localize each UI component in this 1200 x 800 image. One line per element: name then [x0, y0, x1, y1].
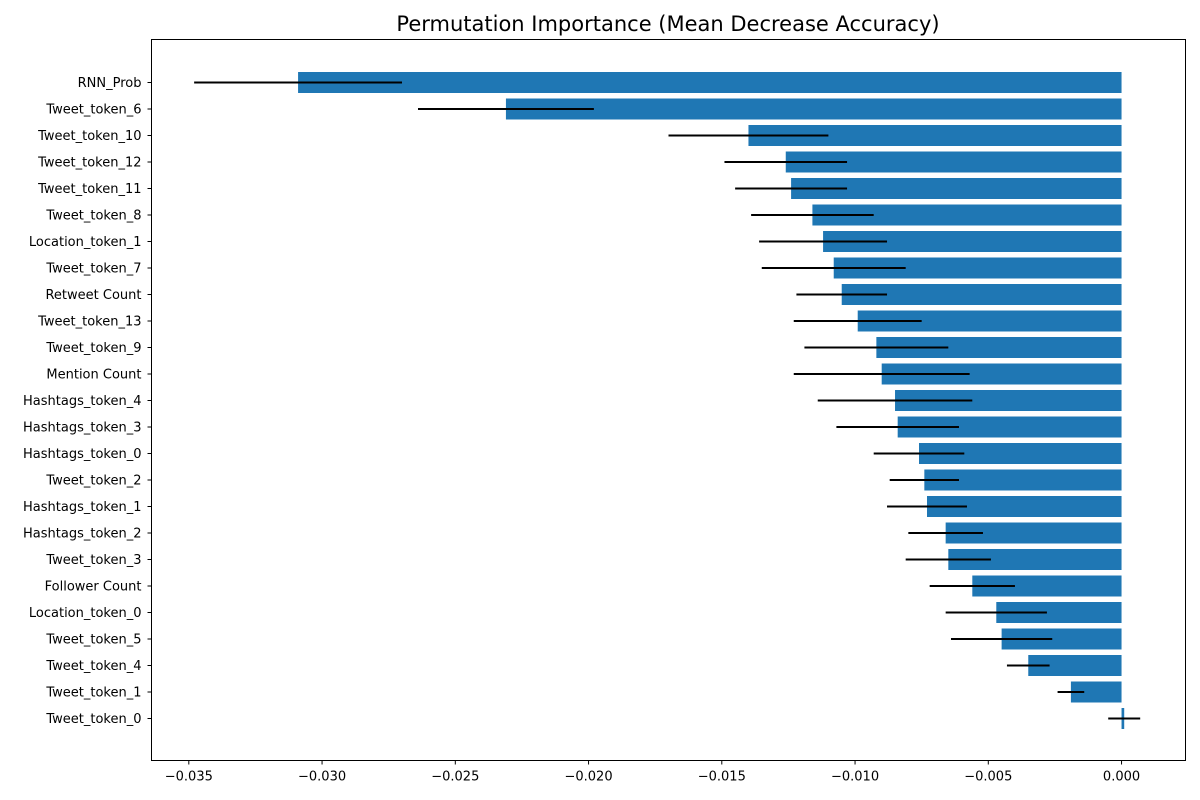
y-tick-label-hashtags-token-1: Hashtags_token_1 [23, 500, 141, 515]
bar-hashtags-token-0 [919, 443, 1122, 464]
bar-hashtags-token-2 [945, 522, 1122, 544]
bar-follower-count [972, 575, 1122, 597]
y-tick-label-tweet-token-6: Tweet_token_6 [45, 103, 141, 118]
plot-frame [151, 39, 1186, 761]
x-axis: −0.035 −0.030 −0.025 −0.020 −0.015 −0.010 −0.0… [165, 760, 1140, 785]
bar-location-token-0 [996, 602, 1122, 623]
y-tick-label-tweet-token-7: Tweet_token_7 [45, 262, 141, 277]
x-tick-label: −0.010 [831, 770, 879, 785]
y-tick-label-tweet-token-4: Tweet_token_4 [45, 659, 141, 674]
bar-hashtags-token-3 [897, 416, 1122, 438]
y-tick-label-retweet-count: Retweet Count [45, 288, 141, 303]
x-tick-label: 0.000 [1103, 770, 1140, 785]
y-tick-label-tweet-token-5: Tweet_token_5 [45, 633, 141, 648]
y-tick-label-hashtags-token-2: Hashtags_token_2 [23, 527, 141, 542]
x-tick-label: −0.020 [564, 770, 612, 785]
bar-tweet-token-6 [505, 98, 1122, 120]
x-tick-label: −0.005 [964, 770, 1012, 785]
bar-tweet-token-5 [1001, 628, 1122, 650]
y-tick-label-tweet-token-10: Tweet_token_10 [37, 129, 141, 144]
bar-tweet-token-13 [857, 310, 1122, 332]
y-tick-label-mention-count: Mention Count [46, 368, 141, 383]
bar-tweet-token-1 [1070, 681, 1122, 703]
y-tick-label-location-token-0: Location_token_0 [29, 606, 142, 621]
x-tick-label: −0.035 [165, 770, 213, 785]
bar-hashtags-token-1 [927, 496, 1122, 517]
x-tick-label: −0.015 [698, 770, 746, 785]
bar-tweet-token-7 [833, 257, 1122, 279]
y-tick-label-follower-count: Follower Count [45, 580, 142, 595]
bar-tweet-token-11 [791, 178, 1122, 199]
bar-location-token-1 [823, 231, 1122, 252]
bar-tweet-token-8 [812, 204, 1122, 226]
bar-hashtags-token-4 [895, 390, 1122, 411]
bar-mention-count [881, 363, 1122, 385]
error-bars-layer [194, 81, 1141, 720]
y-tick-label-tweet-token-3: Tweet_token_3 [45, 553, 141, 568]
bar-tweet-token-9 [876, 337, 1122, 358]
bar-retweet-count [841, 284, 1122, 305]
y-axis: RNN_Prob Tweet_token_6 Tweet_token_10 Tweet… [23, 76, 152, 727]
y-tick-label-tweet-token-1: Tweet_token_1 [45, 686, 141, 701]
y-tick-label-tweet-token-13: Tweet_token_13 [37, 315, 141, 330]
y-tick-label-tweet-token-12: Tweet_token_12 [37, 156, 141, 171]
x-tick-label: −0.030 [298, 770, 346, 785]
bar-tweet-token-4 [1028, 655, 1122, 676]
y-tick-label-rnn-prob: RNN_Prob [78, 76, 142, 91]
bars-layer [298, 72, 1125, 729]
y-tick-label-hashtags-token-0: Hashtags_token_0 [23, 447, 141, 462]
bar-tweet-token-3 [948, 549, 1122, 570]
bar-rnn-prob [298, 72, 1122, 93]
bar-tweet-token-2 [924, 469, 1122, 491]
chart-title: Permutation Importance (Mean Decrease Ac… [396, 12, 939, 36]
y-tick-label-tweet-token-0: Tweet_token_0 [45, 712, 141, 727]
y-tick-label-tweet-token-2: Tweet_token_2 [45, 474, 141, 489]
bar-tweet-token-10 [748, 125, 1122, 146]
y-tick-label-hashtags-token-4: Hashtags_token_4 [23, 394, 141, 409]
y-tick-label-tweet-token-9: Tweet_token_9 [45, 341, 141, 356]
y-tick-label-location-token-1: Location_token_1 [29, 235, 142, 250]
y-tick-label-hashtags-token-3: Hashtags_token_3 [23, 421, 141, 436]
y-tick-label-tweet-token-11: Tweet_token_11 [37, 182, 141, 197]
y-tick-label-tweet-token-8: Tweet_token_8 [45, 209, 141, 224]
x-tick-label: −0.025 [431, 770, 479, 785]
bar-tweet-token-12 [785, 151, 1122, 173]
